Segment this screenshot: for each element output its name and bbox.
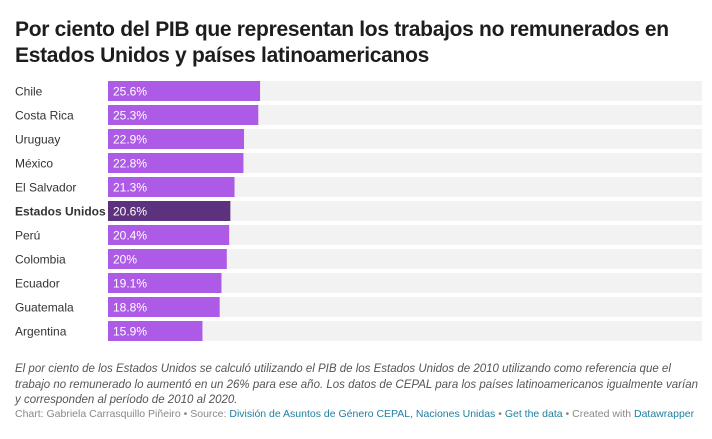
value-label: 25.6%: [113, 85, 147, 99]
bar-row: Ecuador 19.1%: [15, 273, 702, 293]
byline: Chart: Gabriela Carrasquillo Piñeiro • S…: [15, 407, 705, 421]
category-label: Guatemala: [15, 301, 74, 315]
bar-track: [108, 225, 702, 245]
value-label: 18.8%: [113, 301, 147, 315]
category-label: México: [15, 157, 53, 171]
category-label: Uruguay: [15, 133, 60, 147]
value-label: 20.4%: [113, 229, 147, 243]
byline-separator: •: [495, 408, 505, 420]
chart-title: Por ciento del PIB que representan los t…: [15, 18, 669, 67]
value-label: 20%: [113, 253, 137, 267]
bar: [108, 105, 259, 125]
bar-track: [108, 153, 702, 173]
bar: [108, 273, 222, 293]
bar: [108, 321, 203, 341]
bar-track: [108, 321, 702, 341]
value-label: 21.3%: [113, 181, 147, 195]
bar-track: [108, 129, 702, 149]
bar-row: México 22.8%: [15, 153, 702, 173]
bar-chart: Chile 25.6% Costa Rica 25.3% Uruguay 22.9% Méx…: [15, 81, 702, 341]
bar-track: [108, 201, 702, 221]
bar: [108, 201, 231, 221]
source-link[interactable]: División de Asuntos de Género CEPAL, Nac…: [229, 408, 496, 420]
value-label: 15.9%: [113, 325, 147, 339]
byline-created-with: • Created with: [562, 408, 634, 420]
bar-track: [108, 177, 702, 197]
category-label: Colombia: [15, 253, 66, 267]
bar-row: Guatemala 18.8%: [15, 297, 702, 317]
bar: [108, 153, 244, 173]
category-label: Chile: [15, 85, 43, 99]
bar-track: [108, 273, 702, 293]
value-label: 22.9%: [113, 133, 147, 147]
category-label: Estados Unidos: [15, 205, 106, 219]
bar-track: [108, 297, 702, 317]
value-label: 25.3%: [113, 109, 147, 123]
bar-row: El Salvador 21.3%: [15, 177, 702, 197]
category-label: Argentina: [15, 325, 67, 339]
category-label: Perú: [15, 229, 40, 243]
bar: [108, 177, 235, 197]
chart-notes: El por ciento de los Estados Unidos se c…: [15, 363, 698, 406]
bar: [108, 225, 230, 245]
bar-row: Estados Unidos 20.6%: [15, 201, 702, 221]
value-label: 20.6%: [113, 205, 147, 219]
bar-row: Argentina 15.9%: [15, 321, 702, 341]
bar-row: Perú 20.4%: [15, 225, 702, 245]
get-the-data-link[interactable]: Get the data: [504, 408, 563, 420]
bar-row: Chile 25.6%: [15, 81, 702, 101]
bar: [108, 81, 261, 101]
category-label: Ecuador: [15, 277, 60, 291]
bar: [108, 129, 245, 149]
bar-row: Uruguay 22.9%: [15, 129, 702, 149]
category-label: El Salvador: [15, 181, 76, 195]
category-label: Costa Rica: [15, 109, 74, 123]
value-label: 22.8%: [113, 157, 147, 171]
byline-credit: Chart: Gabriela Carrasquillo Piñeiro • S…: [15, 408, 230, 420]
bar: [108, 249, 227, 269]
value-label: 19.1%: [113, 277, 147, 291]
datawrapper-link[interactable]: Datawrapper: [634, 408, 695, 420]
bar-row: Costa Rica 25.3%: [15, 105, 702, 125]
bar-row: Colombia 20%: [15, 249, 702, 269]
bar: [108, 297, 220, 317]
bar-track: [108, 249, 702, 269]
